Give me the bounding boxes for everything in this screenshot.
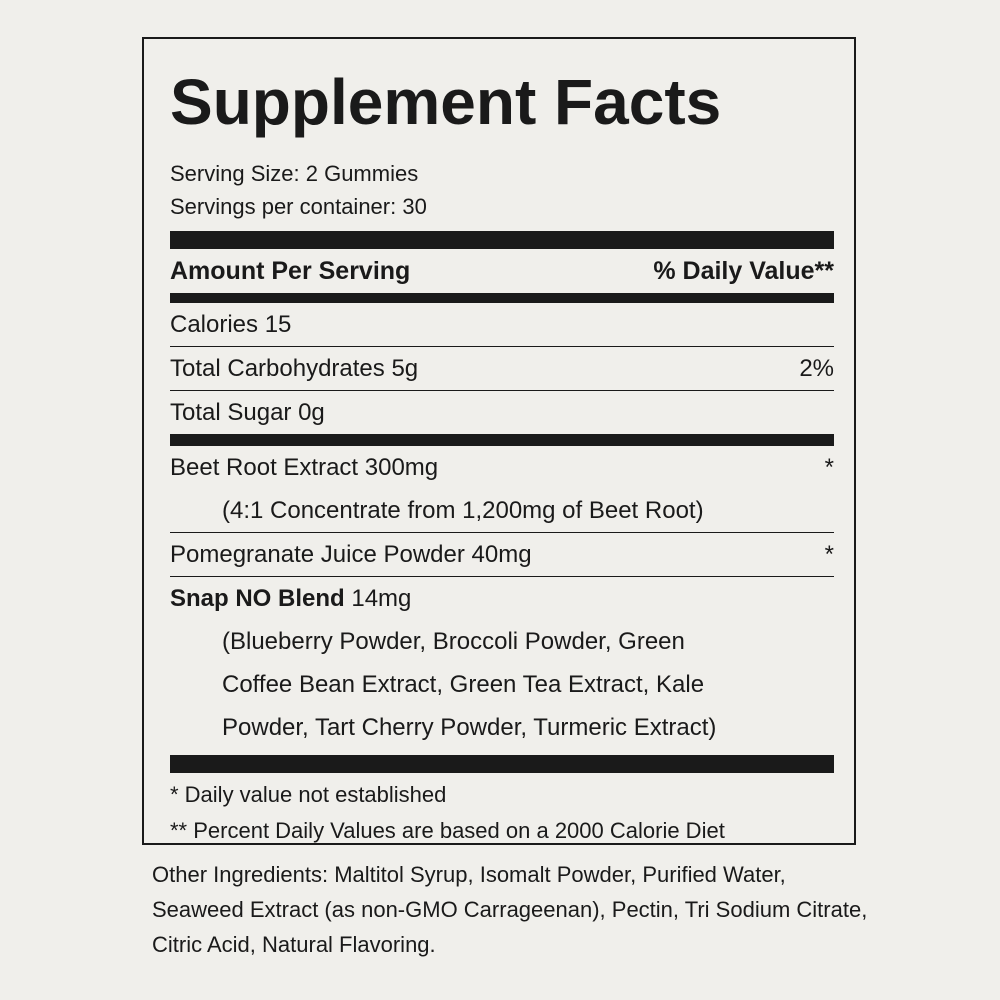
blend-name: Snap NO Blend	[170, 585, 345, 612]
footnote: ** Percent Daily Values are based on a 2…	[170, 818, 725, 843]
ingredient-row: Pomegranate Juice Powder 40mg *	[170, 533, 834, 576]
nutrient-row: Calories 15	[170, 303, 834, 346]
value: *	[824, 541, 834, 568]
divider	[170, 346, 834, 347]
dv-header: % Daily Value**	[653, 257, 834, 285]
divider	[170, 755, 834, 773]
blend-detail: Coffee Bean Extract, Green Tea Extract, …	[222, 671, 705, 698]
amount-header: Amount Per Serving	[170, 257, 411, 285]
serving-size: Serving Size: 2 Gummies	[170, 161, 419, 186]
divider	[170, 532, 834, 533]
nutrient-row: Total Carbohydrates 5g 2%	[170, 347, 834, 390]
nutrient-row: Total Sugar 0g	[170, 391, 834, 434]
panel-title: Supplement Facts	[170, 66, 722, 138]
ingredient-row: Beet Root Extract 300mg *	[170, 446, 834, 489]
divider	[170, 231, 834, 249]
footnote: * Daily value not established	[170, 782, 447, 807]
divider	[170, 390, 834, 391]
blend-row: Snap NO Blend 14mg	[170, 577, 834, 620]
blend-detail: (Blueberry Powder, Broccoli Powder, Gree…	[222, 628, 685, 655]
divider	[170, 293, 834, 303]
label: Total Carbohydrates 5g	[170, 355, 419, 382]
ingredient-detail: (4:1 Concentrate from 1,200mg of Beet Ro…	[222, 497, 704, 524]
label: Beet Root Extract 300mg	[170, 454, 439, 481]
label: Calories 15	[170, 311, 292, 338]
blend-amount: 14mg	[344, 585, 412, 612]
label: Total Sugar 0g	[170, 399, 325, 426]
other-ingredients: Other Ingredients: Maltitol Syrup, Isoma…	[152, 862, 868, 957]
supplement-facts-panel: Supplement Facts Serving Size: 2 Gummies…	[142, 37, 856, 845]
blend-detail: Powder, Tart Cherry Powder, Turmeric Ext…	[222, 714, 717, 741]
label: Pomegranate Juice Powder 40mg	[170, 541, 532, 568]
servings-per-container: Servings per container: 30	[170, 194, 427, 219]
column-header: Amount Per Serving % Daily Value**	[170, 249, 834, 293]
divider	[170, 434, 834, 446]
value: 2%	[799, 355, 834, 382]
value: *	[824, 454, 834, 481]
divider	[170, 576, 834, 577]
